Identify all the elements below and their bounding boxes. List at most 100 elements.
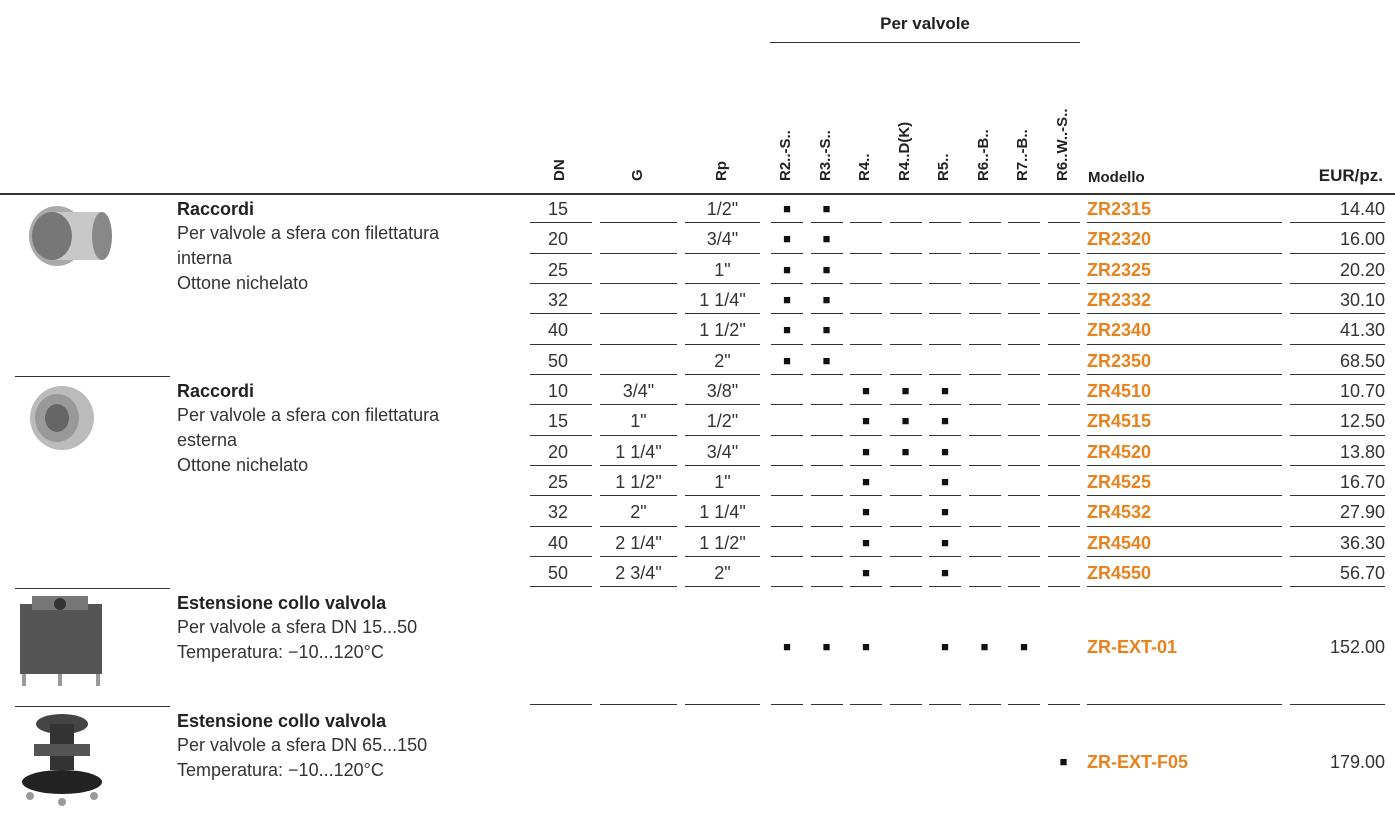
product-title: Raccordi: [177, 199, 255, 219]
cell-rule: [850, 282, 882, 284]
cell-rule: [968, 404, 1001, 406]
cell-rule: [968, 434, 1001, 436]
cell-rule: [929, 313, 961, 315]
cell-rule: [600, 404, 677, 406]
description: Per valvole a sfera con filettatura inte…: [177, 223, 440, 268]
cell-rule: [771, 555, 803, 557]
valve-mark: ■: [783, 639, 791, 654]
cell-rp: 1/2": [706, 411, 739, 432]
cell-rule: [1047, 495, 1080, 497]
cell-rule: [530, 525, 592, 527]
rule: [15, 588, 170, 589]
cell-rule: [968, 313, 1001, 315]
cell-rp: 3/4": [706, 229, 739, 250]
cell-price: 56.70: [1339, 562, 1385, 583]
cell-dn: 40: [548, 320, 569, 341]
cell-rp: 1 1/2": [699, 320, 746, 341]
cell-dn: 32: [548, 290, 569, 311]
cell-rule: [850, 404, 882, 406]
cell-rule: [685, 252, 760, 254]
cell-rule: [1290, 404, 1385, 406]
cell-rule: [1290, 222, 1385, 224]
valve-mark: ■: [822, 261, 831, 277]
valve-mark: ■: [941, 383, 949, 399]
column-header: DN: [551, 159, 568, 181]
column-header: Rp: [712, 161, 730, 181]
valve-mark: ■: [862, 564, 870, 580]
cell-rp: 1": [714, 472, 731, 493]
cell-rule: [810, 282, 843, 284]
valve-mark: ■: [862, 504, 870, 520]
cell-rule: [771, 343, 803, 345]
cell-dn: 15: [548, 199, 569, 220]
cell-rule: [968, 586, 1001, 588]
cell-rule: [600, 704, 677, 705]
cell-g: 2 3/4": [615, 562, 662, 583]
cell-rule: [929, 704, 961, 705]
cell-rule: [1290, 434, 1385, 436]
cell-rp: 1 1/2": [699, 532, 746, 553]
description: Per valvole a sfera DN 65...150: [177, 735, 428, 755]
cell-rp: 1 1/4": [699, 502, 746, 523]
cell-rule: [929, 525, 961, 527]
cell-model: ZR2350: [1087, 350, 1152, 371]
cell-price: 68.50: [1339, 350, 1385, 371]
cell-price: 13.80: [1339, 441, 1385, 462]
cell-rule: [530, 586, 592, 588]
cell-rule: [929, 464, 961, 466]
cell-rule: [1290, 282, 1385, 284]
cell-rp: 2": [714, 350, 731, 371]
valve-mark: ■: [862, 383, 870, 399]
cell-rule: [530, 464, 592, 466]
valve-mark: ■: [1059, 754, 1068, 769]
cell-price: 16.00: [1339, 229, 1385, 250]
cell-rule: [889, 404, 922, 406]
cell-rule: [1008, 252, 1040, 254]
cell-model: ZR4520: [1087, 441, 1152, 462]
cell-rule: [810, 373, 843, 375]
cell-rule: [929, 222, 961, 224]
cell-rp: 1": [714, 259, 731, 280]
cell-dn: 50: [548, 562, 569, 583]
cell-rule: [685, 464, 760, 466]
valve-mark: ■: [941, 639, 949, 654]
cell-dn: 40: [548, 532, 569, 553]
valve-mark: ■: [862, 474, 870, 490]
cell-price: 10.70: [1339, 381, 1385, 402]
cell-rule: [771, 434, 803, 436]
valve-mark: ■: [1020, 639, 1028, 654]
valve-mark: ■: [783, 352, 791, 368]
cell-rule: [1087, 343, 1282, 345]
cell-g: 2": [630, 502, 647, 523]
cell-model: ZR4550: [1087, 562, 1152, 583]
cell-price: 20.20: [1339, 259, 1385, 280]
cell-rule: [1290, 464, 1385, 466]
cell-rule: [1047, 464, 1080, 466]
cell-model: ZR4510: [1087, 381, 1152, 402]
cell-rule: [685, 282, 760, 284]
cell-model: ZR4532: [1087, 502, 1152, 523]
cell-rule: [929, 434, 961, 436]
cell-rule: [771, 586, 803, 588]
cell-rule: [850, 704, 882, 705]
cell-rule: [1087, 404, 1282, 406]
cell-rule: [1008, 222, 1040, 224]
cell-rule: [685, 555, 760, 557]
cell-rule: [1047, 434, 1080, 436]
cell-rule: [1290, 252, 1385, 254]
cell-rule: [968, 373, 1001, 375]
cell-rule: [600, 343, 677, 345]
cell-rule: [1047, 252, 1080, 254]
cell-rule: [1008, 525, 1040, 527]
material: Temperatura: −10...120°C: [177, 760, 384, 780]
cell-rule: [929, 586, 961, 588]
cell-rule: [530, 282, 592, 284]
cell-rule: [1290, 555, 1385, 557]
valve-mark: ■: [941, 534, 949, 550]
valve-mark: ■: [783, 231, 791, 247]
cell-dn: 10: [548, 381, 569, 402]
cell-rule: [889, 313, 922, 315]
cell-rule: [889, 222, 922, 224]
cell-rule: [850, 343, 882, 345]
cell-rule: [1087, 704, 1282, 705]
